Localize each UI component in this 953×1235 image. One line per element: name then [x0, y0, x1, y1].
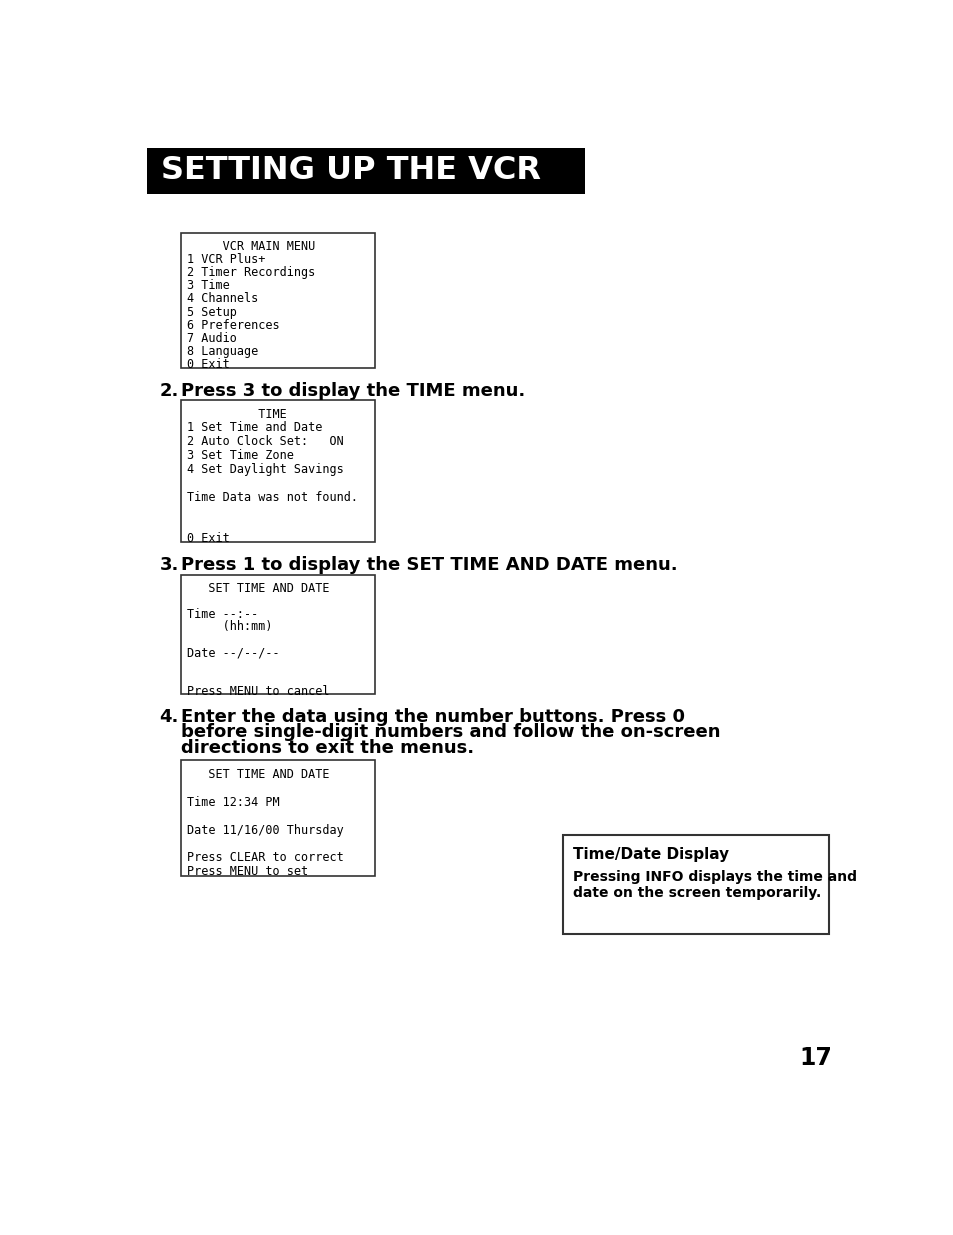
Text: 3 Time: 3 Time	[187, 279, 230, 293]
Text: Time/Date Display: Time/Date Display	[573, 847, 729, 862]
FancyBboxPatch shape	[562, 835, 828, 934]
FancyBboxPatch shape	[147, 147, 584, 194]
Text: Press 3 to display the TIME menu.: Press 3 to display the TIME menu.	[181, 382, 525, 399]
Text: (hh:mm): (hh:mm)	[187, 620, 273, 634]
Text: SET TIME AND DATE: SET TIME AND DATE	[187, 582, 330, 595]
Text: 5 Setup: 5 Setup	[187, 305, 237, 319]
Text: 1 VCR Plus+: 1 VCR Plus+	[187, 253, 266, 267]
Text: 0 Exit: 0 Exit	[187, 358, 230, 370]
Text: Press MENU to cancel: Press MENU to cancel	[187, 684, 330, 698]
Text: Enter the data using the number buttons. Press 0: Enter the data using the number buttons.…	[181, 708, 684, 726]
FancyBboxPatch shape	[181, 400, 375, 542]
Text: 3 Set Time Zone: 3 Set Time Zone	[187, 450, 294, 462]
Text: Press 1 to display the SET TIME AND DATE menu.: Press 1 to display the SET TIME AND DATE…	[181, 556, 678, 574]
FancyBboxPatch shape	[181, 761, 375, 876]
FancyBboxPatch shape	[181, 574, 375, 694]
Text: 6 Preferences: 6 Preferences	[187, 319, 280, 331]
Text: 2.: 2.	[159, 382, 179, 399]
FancyBboxPatch shape	[181, 233, 375, 368]
Text: date on the screen temporarily.: date on the screen temporarily.	[573, 885, 821, 900]
Text: Date 11/16/00 Thursday: Date 11/16/00 Thursday	[187, 824, 344, 836]
Text: 7 Audio: 7 Audio	[187, 332, 237, 345]
Text: 2 Auto Clock Set:   ON: 2 Auto Clock Set: ON	[187, 435, 344, 448]
Text: 17: 17	[799, 1046, 831, 1070]
Text: Press CLEAR to correct: Press CLEAR to correct	[187, 851, 344, 864]
Text: Date --/--/--: Date --/--/--	[187, 646, 280, 659]
Text: 8 Language: 8 Language	[187, 345, 258, 358]
Text: 1 Set Time and Date: 1 Set Time and Date	[187, 421, 322, 435]
Text: VCR MAIN MENU: VCR MAIN MENU	[187, 240, 315, 253]
Text: SET TIME AND DATE: SET TIME AND DATE	[187, 768, 330, 781]
Text: Pressing INFO displays the time and: Pressing INFO displays the time and	[573, 871, 857, 884]
Text: Time --:--: Time --:--	[187, 608, 258, 620]
Text: before single-digit numbers and follow the on-screen: before single-digit numbers and follow t…	[181, 724, 720, 741]
Text: 0 Exit: 0 Exit	[187, 532, 230, 545]
Text: Time 12:34 PM: Time 12:34 PM	[187, 795, 280, 809]
Text: 2 Timer Recordings: 2 Timer Recordings	[187, 267, 315, 279]
Text: Press MENU to set: Press MENU to set	[187, 866, 308, 878]
Text: directions to exit the menus.: directions to exit the menus.	[181, 739, 474, 757]
Text: 4 Channels: 4 Channels	[187, 293, 258, 305]
Text: TIME: TIME	[187, 408, 287, 421]
Text: 3.: 3.	[159, 556, 179, 574]
Text: 4 Set Daylight Savings: 4 Set Daylight Savings	[187, 463, 344, 475]
Text: SETTING UP THE VCR: SETTING UP THE VCR	[161, 156, 540, 186]
Text: Time Data was not found.: Time Data was not found.	[187, 490, 358, 504]
Text: 4.: 4.	[159, 708, 179, 726]
